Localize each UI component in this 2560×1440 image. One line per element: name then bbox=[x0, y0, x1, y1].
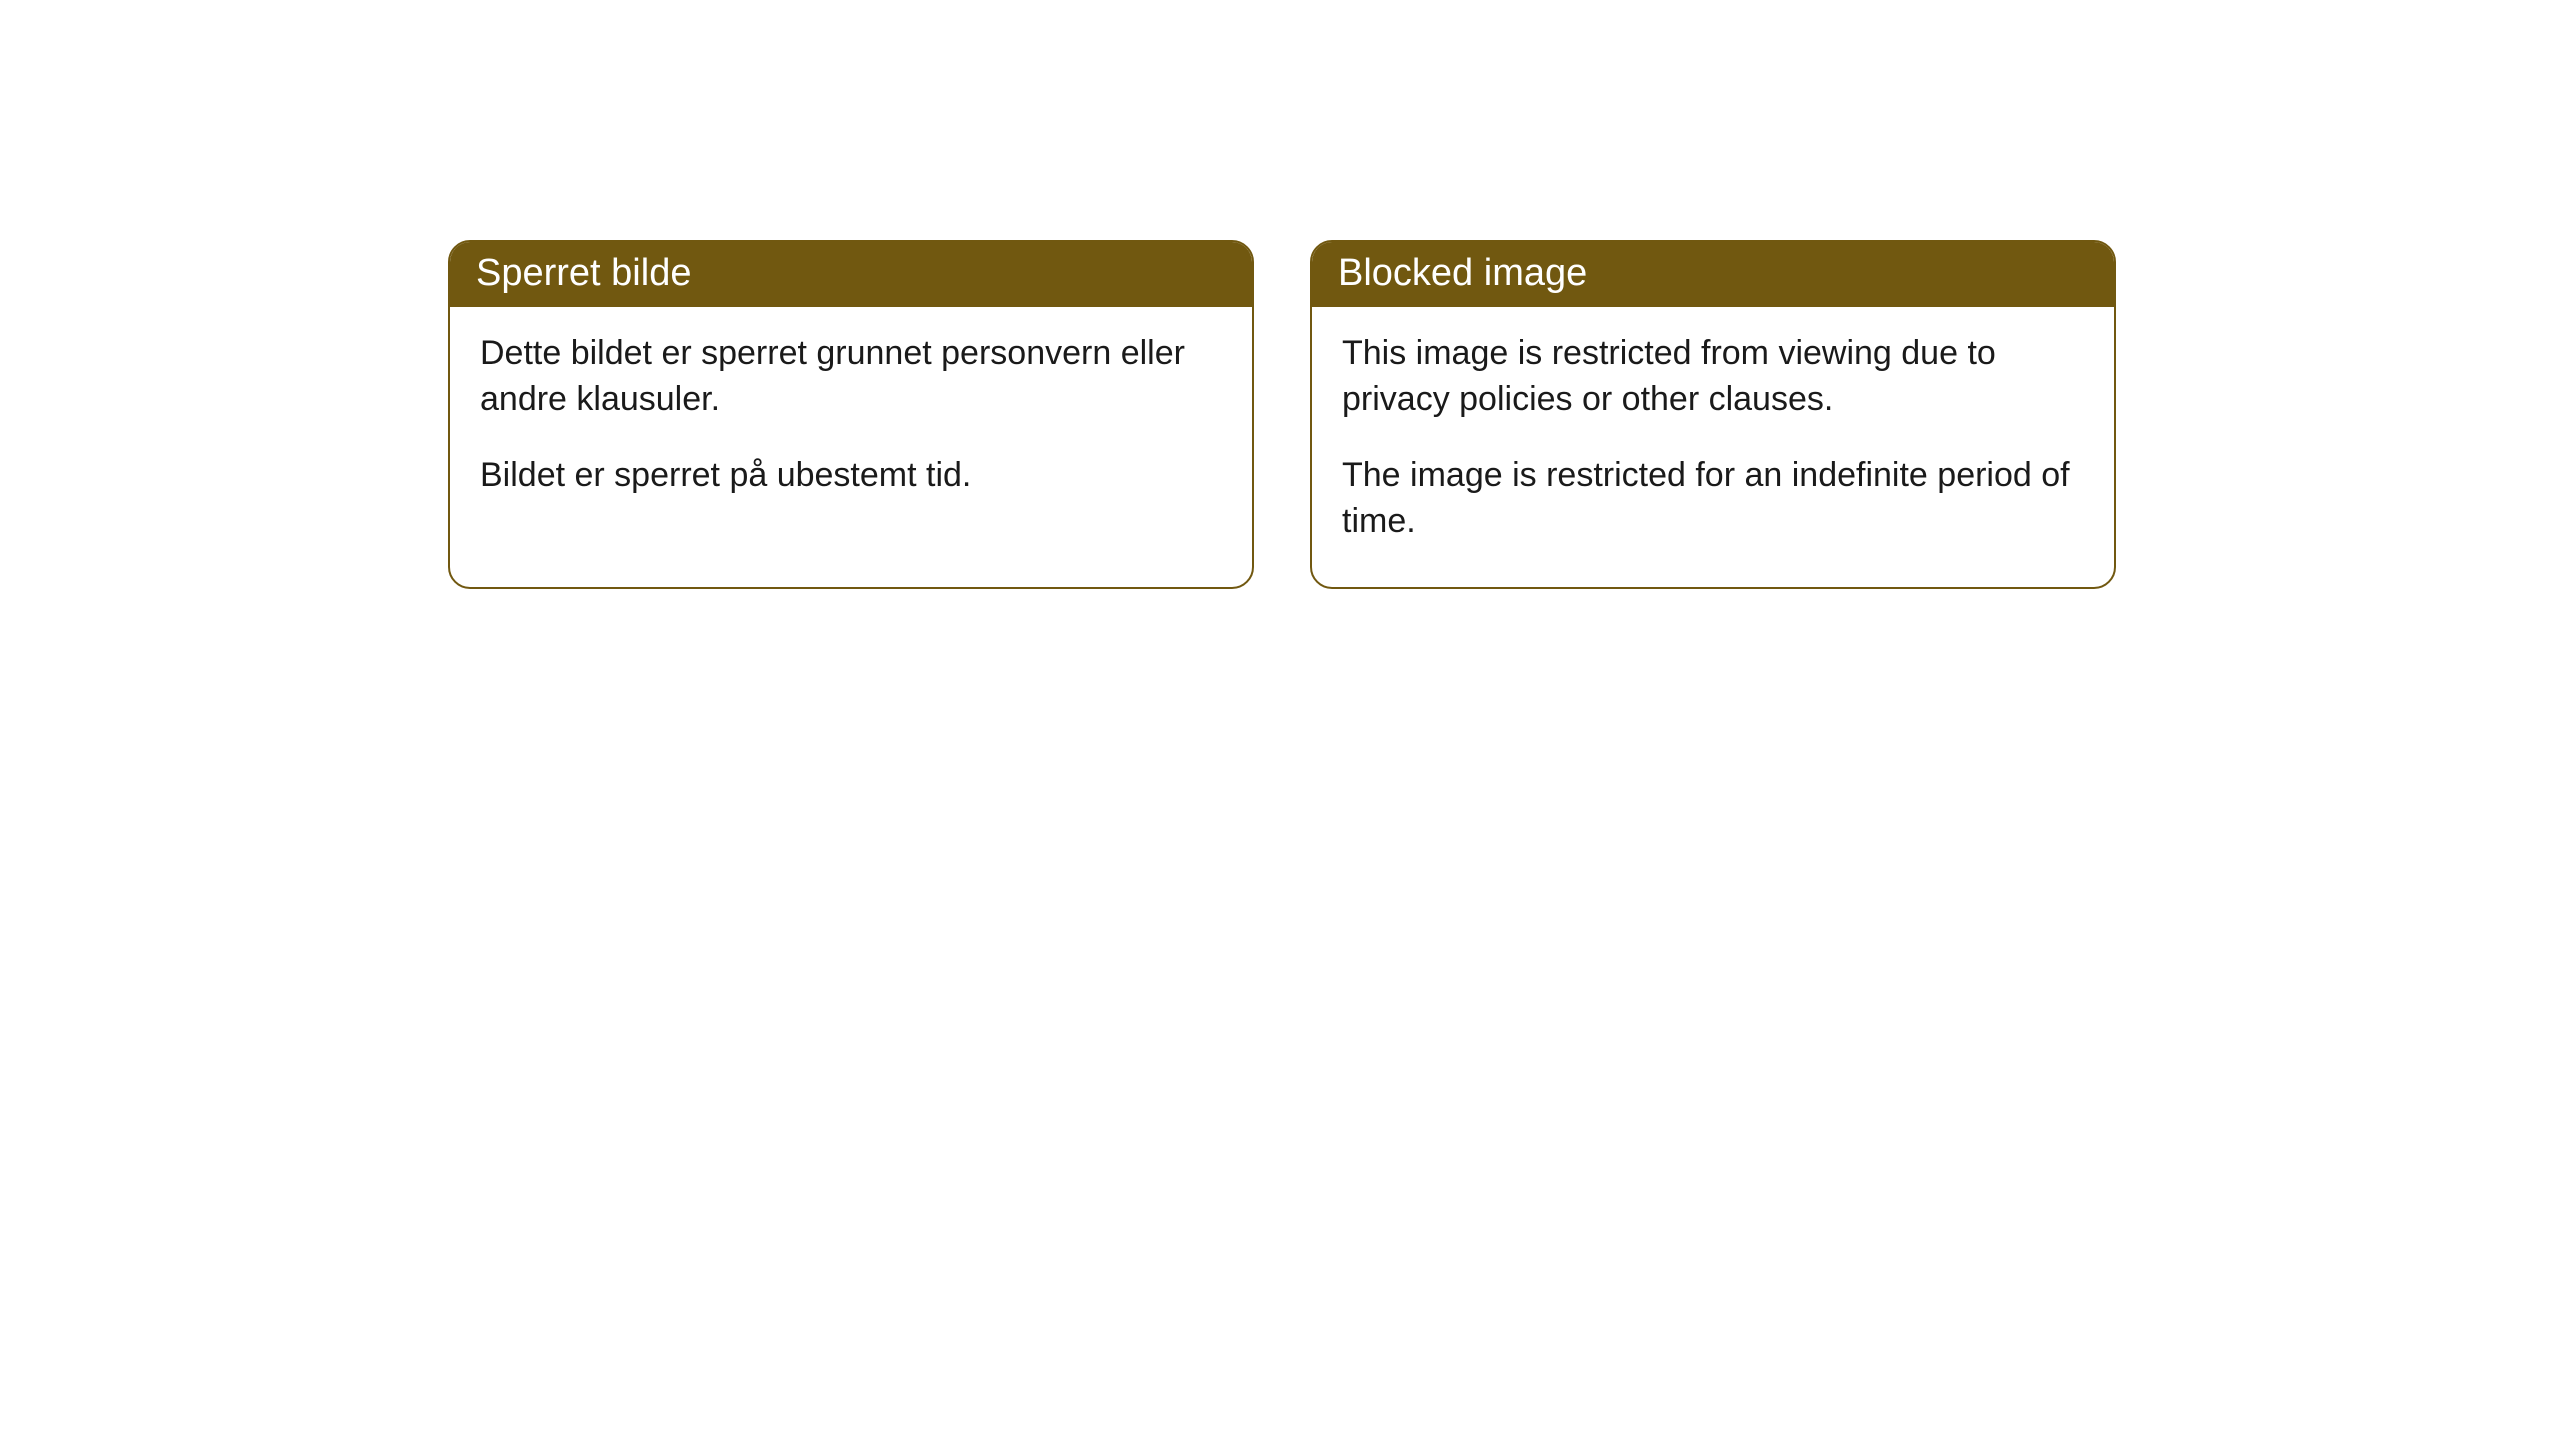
notice-container: Sperret bilde Dette bildet er sperret gr… bbox=[448, 240, 2116, 589]
notice-title-en: Blocked image bbox=[1338, 252, 1587, 294]
notice-text-2-no: Bildet er sperret på ubestemt tid. bbox=[480, 453, 1222, 499]
notice-body-en: This image is restricted from viewing du… bbox=[1312, 307, 2114, 587]
notice-body-no: Dette bildet er sperret grunnet personve… bbox=[450, 307, 1252, 541]
blocked-image-notice-no: Sperret bilde Dette bildet er sperret gr… bbox=[448, 240, 1254, 589]
blocked-image-notice-en: Blocked image This image is restricted f… bbox=[1310, 240, 2116, 589]
notice-title-no: Sperret bilde bbox=[476, 252, 691, 294]
notice-text-1-no: Dette bildet er sperret grunnet personve… bbox=[480, 331, 1222, 423]
notice-text-2-en: The image is restricted for an indefinit… bbox=[1342, 453, 2084, 545]
notice-header-no: Sperret bilde bbox=[450, 242, 1252, 307]
notice-header-en: Blocked image bbox=[1312, 242, 2114, 307]
notice-text-1-en: This image is restricted from viewing du… bbox=[1342, 331, 2084, 423]
